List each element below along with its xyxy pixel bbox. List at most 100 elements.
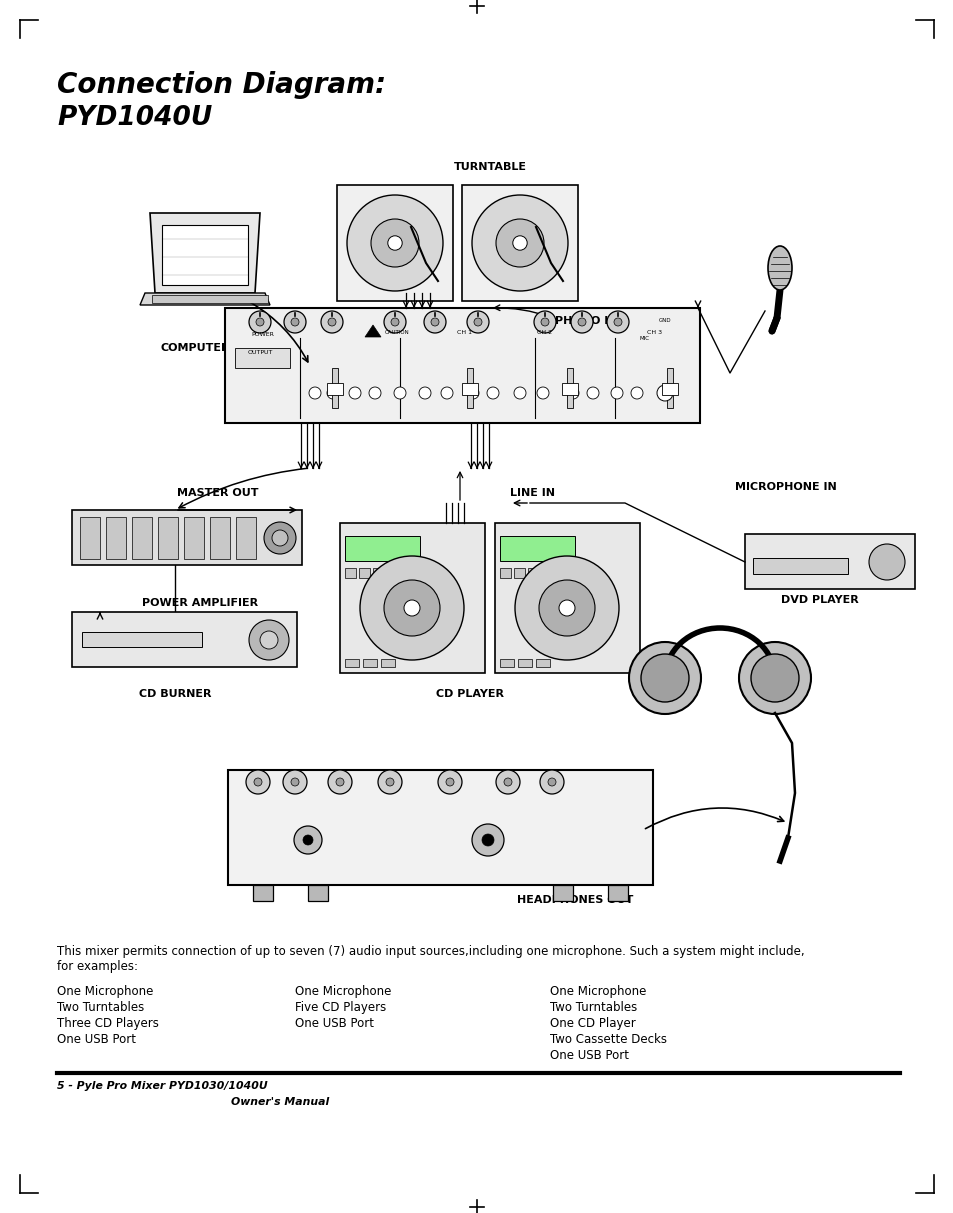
Circle shape <box>474 318 481 326</box>
Circle shape <box>327 387 338 399</box>
Text: POWER AMPLIFIER: POWER AMPLIFIER <box>142 598 258 608</box>
Circle shape <box>359 556 463 660</box>
Text: CH 1: CH 1 <box>457 330 472 336</box>
Text: One USB Port: One USB Port <box>57 1033 136 1046</box>
Bar <box>71 509 302 565</box>
Text: One Microphone: One Microphone <box>550 985 646 998</box>
Circle shape <box>394 387 406 399</box>
Text: One USB Port: One USB Port <box>550 1049 628 1063</box>
Circle shape <box>446 778 454 786</box>
Circle shape <box>538 580 595 636</box>
Circle shape <box>440 387 453 399</box>
Bar <box>345 659 358 667</box>
Circle shape <box>264 522 295 554</box>
Circle shape <box>467 311 489 334</box>
Circle shape <box>750 654 799 702</box>
Circle shape <box>387 235 402 250</box>
Bar <box>339 523 484 673</box>
Bar <box>345 568 355 579</box>
Circle shape <box>391 318 398 326</box>
Circle shape <box>640 654 688 702</box>
Circle shape <box>503 778 512 786</box>
Circle shape <box>630 387 642 399</box>
Bar <box>499 568 511 579</box>
Bar <box>561 383 578 395</box>
Circle shape <box>347 195 442 291</box>
Bar <box>666 368 672 408</box>
Text: TURNTABLE: TURNTABLE <box>453 163 526 172</box>
Bar <box>661 383 678 395</box>
Circle shape <box>610 387 622 399</box>
Bar <box>71 613 296 667</box>
Text: CH 3: CH 3 <box>647 330 662 336</box>
Text: PYD1040U: PYD1040U <box>57 106 212 131</box>
Bar <box>566 368 573 408</box>
Bar <box>235 517 255 559</box>
Bar <box>184 517 204 559</box>
Circle shape <box>657 385 672 402</box>
Circle shape <box>291 318 298 326</box>
Circle shape <box>472 195 567 291</box>
Circle shape <box>868 543 904 580</box>
Bar <box>162 224 248 285</box>
Text: POWER: POWER <box>252 332 274 337</box>
Circle shape <box>537 387 548 399</box>
Bar <box>327 383 343 395</box>
Bar <box>553 885 573 901</box>
Circle shape <box>614 318 621 326</box>
Bar <box>461 186 578 301</box>
Text: OUTPUT: OUTPUT <box>247 351 273 355</box>
Text: CD PLAYER: CD PLAYER <box>436 689 503 699</box>
Circle shape <box>739 642 810 714</box>
Text: Five CD Players: Five CD Players <box>294 1001 386 1014</box>
Circle shape <box>320 311 343 334</box>
Text: Owner's Manual: Owner's Manual <box>231 1097 329 1107</box>
Circle shape <box>558 600 575 616</box>
Circle shape <box>578 318 585 326</box>
Circle shape <box>369 387 380 399</box>
Text: GND: GND <box>658 318 671 323</box>
Text: 5 - Pyle Pro Mixer PYD1030/1040U: 5 - Pyle Pro Mixer PYD1030/1040U <box>57 1081 268 1090</box>
Circle shape <box>540 318 548 326</box>
Polygon shape <box>150 213 260 294</box>
Circle shape <box>481 835 494 845</box>
Circle shape <box>294 826 322 854</box>
Text: One Microphone: One Microphone <box>294 985 391 998</box>
Circle shape <box>515 556 618 660</box>
Circle shape <box>472 824 503 856</box>
Bar <box>363 659 376 667</box>
Text: MICROPHONE IN: MICROPHONE IN <box>734 482 836 492</box>
Bar <box>358 568 370 579</box>
Bar <box>495 523 639 673</box>
Text: LINE IN: LINE IN <box>510 488 555 499</box>
Circle shape <box>384 311 406 334</box>
Bar <box>225 308 700 423</box>
Circle shape <box>249 620 289 660</box>
Circle shape <box>328 770 352 795</box>
Text: HEADPHONES OUT: HEADPHONES OUT <box>517 895 633 905</box>
Bar <box>253 885 273 901</box>
Bar <box>536 659 550 667</box>
Bar <box>132 517 152 559</box>
Text: COMPUTER: COMPUTER <box>160 343 230 353</box>
Bar <box>752 558 847 574</box>
Circle shape <box>246 770 270 795</box>
Bar <box>228 770 652 885</box>
Circle shape <box>418 387 431 399</box>
Bar <box>380 659 395 667</box>
Circle shape <box>253 778 262 786</box>
Bar <box>499 659 514 667</box>
Polygon shape <box>140 294 270 304</box>
Text: One Microphone: One Microphone <box>57 985 153 998</box>
Text: Two Turntables: Two Turntables <box>550 1001 637 1014</box>
Text: MASTER OUT: MASTER OUT <box>177 488 258 499</box>
Circle shape <box>272 530 288 546</box>
Bar <box>744 534 914 590</box>
Text: One USB Port: One USB Port <box>294 1016 374 1030</box>
Circle shape <box>431 318 438 326</box>
Text: This mixer permits connection of up to seven (7) audio input sources,including o: This mixer permits connection of up to s… <box>57 945 803 973</box>
Bar <box>400 568 412 579</box>
Ellipse shape <box>767 246 791 290</box>
Circle shape <box>628 642 700 714</box>
Bar <box>373 568 384 579</box>
